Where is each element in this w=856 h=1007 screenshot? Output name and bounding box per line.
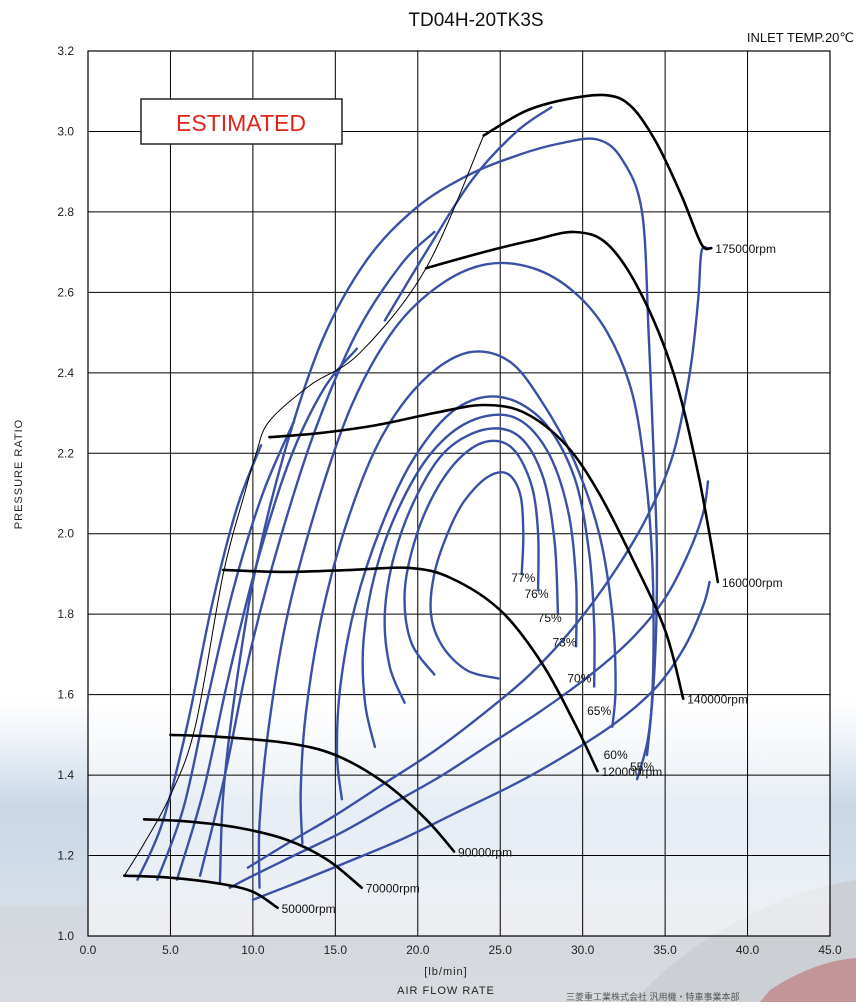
efficiency-line — [156, 419, 296, 881]
efficiency-line — [175, 347, 358, 881]
x-tick-label: 20.0 — [406, 943, 430, 957]
speed-line-70000rpm — [142, 818, 363, 889]
y-tick-label: 1.0 — [57, 929, 74, 943]
speed-line-90000rpm — [169, 733, 456, 853]
y-tick-label: 2.6 — [57, 285, 74, 299]
efficiency-line — [246, 245, 710, 869]
efficiency-line — [198, 230, 436, 877]
y-tick-label: 2.4 — [57, 366, 74, 380]
chart-title: TD04H-20TK3S — [408, 10, 543, 31]
speed-label-120000rpm: 120000rpm — [602, 765, 663, 779]
speed-line-50000rpm — [123, 874, 279, 910]
y-tick-label: 2.0 — [57, 527, 74, 541]
efficiency-islands — [136, 106, 711, 901]
x-tick-label: 15.0 — [324, 943, 348, 957]
speed-label-140000rpm: 140000rpm — [687, 693, 748, 707]
efficiency-island-75pct — [383, 427, 560, 704]
manufacturer-footer: 三菱重工業株式会社 汎用機・特車事業本部 — [566, 992, 740, 1002]
x-tick-label: 25.0 — [489, 943, 513, 957]
x-tick-label: 40.0 — [736, 943, 760, 957]
x-tick-label: 45.0 — [818, 943, 842, 957]
speed-line-120000rpm — [221, 566, 599, 773]
inlet-temp-note: INLET TEMP.20℃ — [747, 30, 854, 45]
x-tick-label: 35.0 — [653, 943, 677, 957]
efficiency-label-77pct: 77% — [511, 571, 535, 585]
speed-label-160000rpm: 160000rpm — [722, 576, 783, 590]
efficiency-island-65pct — [299, 350, 617, 845]
x-axis-label: AIR FLOW RATE — [397, 985, 495, 997]
efficiency-label-73pct: 73% — [553, 635, 577, 649]
efficiency-line — [383, 106, 553, 322]
y-axis-label: PRESSURE RATIO — [13, 419, 25, 529]
estimated-stamp-text: ESTIMATED — [176, 110, 306, 136]
speed-line-140000rpm — [268, 403, 685, 700]
surge-line — [123, 135, 485, 876]
x-tick-label: 10.0 — [241, 943, 265, 957]
speed-label-50000rpm: 50000rpm — [282, 902, 336, 916]
speed-line-175000rpm — [482, 93, 713, 251]
efficiency-label-65pct: 65% — [587, 704, 611, 718]
efficiency-island-73pct — [361, 413, 578, 749]
efficiency-island-60pct — [257, 261, 655, 889]
curve-labels: 50000rpm 70000rpm 90000rpm 120000rpm 140000r… — [282, 242, 783, 916]
x-tick-label: 5.0 — [162, 943, 179, 957]
speed-lines — [123, 93, 720, 910]
y-tick-label: 1.6 — [57, 688, 74, 702]
efficiency-label-75pct: 75% — [538, 611, 562, 625]
x-axis-unit: [lb/min] — [424, 966, 467, 978]
efficiency-label-76pct: 76% — [524, 587, 548, 601]
x-tick-label: 30.0 — [571, 943, 595, 957]
y-tick-label: 3.0 — [57, 124, 74, 138]
x-tick-label: 0.0 — [80, 943, 97, 957]
y-tick-label: 1.8 — [57, 607, 74, 621]
efficiency-label-70pct: 70% — [567, 672, 591, 686]
y-tick-label: 3.2 — [57, 44, 74, 58]
y-tick-label: 1.4 — [57, 768, 74, 782]
speed-label-70000rpm: 70000rpm — [366, 882, 420, 896]
y-tick-label: 2.2 — [57, 446, 74, 460]
speed-label-175000rpm: 175000rpm — [715, 242, 776, 256]
speed-line-160000rpm — [424, 230, 720, 584]
y-tick-label: 2.8 — [57, 205, 74, 219]
y-tick-label: 1.2 — [57, 849, 74, 863]
efficiency-island-76pct — [403, 439, 540, 676]
efficiency-label-55pct: 55% — [630, 760, 654, 774]
efficiency-line — [251, 580, 711, 901]
efficiency-line — [228, 480, 710, 889]
efficiency-label-60pct: 60% — [604, 748, 628, 762]
tick-labels: 0.0 5.0 10.0 15.0 20.0 25.0 30.0 35.0 40.0 45.0 1.… — [57, 44, 842, 957]
speed-label-90000rpm: 90000rpm — [458, 846, 512, 860]
efficiency-island-77pct — [429, 471, 525, 680]
efficiency-line — [136, 444, 263, 881]
efficiency-island-70pct — [335, 395, 596, 801]
estimated-stamp: ESTIMATED — [140, 98, 343, 145]
